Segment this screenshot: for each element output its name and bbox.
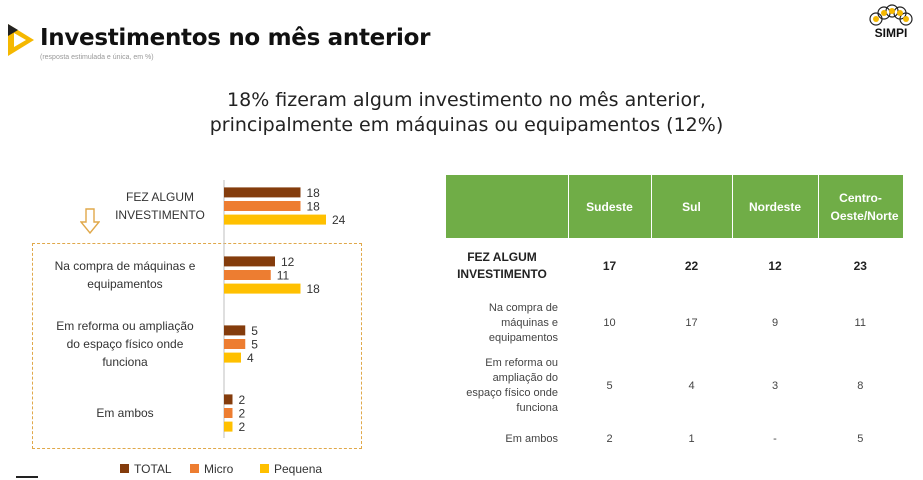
table-cell: 8 [857, 380, 864, 392]
data-label: 18 [307, 282, 321, 296]
legend-label: TOTAL [134, 462, 172, 476]
row-label-text: Em reforma ou ampliação do espaço físico… [466, 357, 558, 414]
legend-label: Pequena [274, 462, 322, 476]
row-label-text: FEZ ALGUM INVESTIMENTO [457, 249, 547, 281]
table-row: Na compra de máquinas e equipamentos 10 … [446, 293, 903, 353]
bar-micro [224, 408, 233, 418]
simpi-logo: SIMPI [865, 4, 917, 48]
legend-swatch [190, 464, 199, 473]
category-label-line: INVESTIMENTO [115, 208, 205, 222]
bar-pequena [224, 283, 301, 294]
table-cell: 22 [684, 258, 699, 273]
table-cell: - [773, 433, 777, 445]
data-label: 5 [251, 338, 258, 352]
category-label-line: Na compra de máquinas e [54, 259, 196, 273]
data-label: 2 [239, 407, 246, 421]
table-row: Em reforma ou ampliação do espaço físico… [446, 353, 903, 419]
table-header-row: Sudeste Sul Nordeste Centro-Oeste/Norte [446, 175, 903, 238]
category-label: Em ambos [30, 404, 220, 422]
bar-pequena [224, 214, 326, 225]
table-cell: 17 [602, 258, 617, 273]
column-header: Sudeste [568, 175, 652, 238]
bar-total [224, 256, 275, 267]
bar-micro [224, 270, 271, 280]
bar-micro [224, 201, 301, 211]
bar-pequena [224, 421, 233, 432]
footer-mark [16, 476, 38, 478]
bar-chart: 18 12 5 2 18 11 5 2 24 18 4 2 TOTAL Micro Pequena [120, 180, 346, 476]
table-cell: 1 [688, 433, 695, 445]
table-row: FEZ ALGUM INVESTIMENTO 17 22 12 23 [446, 238, 903, 293]
category-label: FEZ ALGUM INVESTIMENTO [60, 188, 260, 224]
headline: 18% fizeram algum investimento no mês an… [0, 88, 923, 138]
headline-line-1: 18% fizeram algum investimento no mês an… [227, 89, 706, 111]
logo-text: SIMPI [874, 26, 908, 40]
data-label: 5 [251, 324, 258, 338]
table-cell: 11 [854, 317, 866, 329]
column-header-text: Nordeste [748, 199, 801, 214]
table-cell: 3 [771, 380, 779, 392]
table-corner [446, 175, 569, 238]
data-label: 2 [239, 393, 246, 407]
data-label: 4 [247, 351, 254, 365]
table-cell: 5 [606, 380, 613, 392]
table-cell: 4 [688, 380, 695, 392]
headline-line-2: principalmente em máquinas ou equipament… [209, 114, 724, 136]
page-subtitle: (resposta estimulada e única, em %) [40, 54, 154, 61]
category-label-line: equipamentos [87, 277, 163, 291]
row-label: Na compra de máquinas e equipamentos [446, 293, 568, 353]
column-header: Centro-Oeste/Norte [818, 175, 903, 238]
bar-total [224, 187, 301, 198]
legend-swatch [120, 464, 129, 473]
table-cell: 12 [768, 258, 782, 273]
column-header: Nordeste [732, 175, 819, 238]
table-cell: 10 [603, 317, 616, 329]
bar-pequena [224, 352, 241, 363]
row-label: FEZ ALGUM INVESTIMENTO [446, 238, 568, 293]
flower-logo-icon [869, 4, 913, 26]
column-header-text: Centro-Oeste/Norte [830, 190, 899, 223]
row-label: Em reforma ou ampliação do espaço físico… [446, 353, 568, 419]
data-label: 11 [277, 269, 290, 283]
bar-total [224, 325, 246, 336]
play-arrow-logo-icon [8, 24, 34, 56]
region-table: Sudeste Sul Nordeste Centro-Oeste/Norte … [446, 175, 903, 459]
data-label: 12 [281, 255, 295, 269]
category-label: Em reforma ou ampliação do espaço físico … [30, 317, 220, 371]
table-cell: 9 [771, 317, 779, 329]
category-label: Na compra de máquinas e equipamentos [30, 257, 220, 293]
data-label: 18 [307, 186, 321, 200]
column-header: Sul [651, 175, 733, 238]
category-label-line: Em ambos [96, 406, 154, 420]
bar-micro [224, 339, 246, 349]
table-cell: 2 [606, 433, 613, 445]
category-label-line: FEZ ALGUM [125, 190, 194, 204]
category-label-line: do espaço físico onde [66, 337, 184, 351]
table-row: Em ambos 2 1 - 5 [446, 419, 903, 459]
category-label-line: funciona [102, 355, 148, 369]
data-label: 18 [307, 200, 321, 214]
table-cell: 23 [853, 258, 867, 273]
row-label-text: Na compra de máquinas e equipamentos [488, 301, 558, 344]
legend-label: Micro [204, 462, 234, 476]
bar-total [224, 394, 233, 405]
down-arrow-icon [80, 208, 100, 234]
table-cell: 5 [857, 433, 864, 445]
legend-swatch [260, 464, 269, 473]
table-cell: 17 [685, 317, 698, 329]
data-label: 24 [332, 213, 346, 227]
page-title: Investimentos no mês anterior [40, 25, 431, 51]
breakdown-box [32, 243, 362, 449]
data-label: 2 [239, 420, 246, 434]
row-label: Em ambos [505, 432, 558, 445]
category-label-line: Em reforma ou ampliação [56, 319, 194, 333]
